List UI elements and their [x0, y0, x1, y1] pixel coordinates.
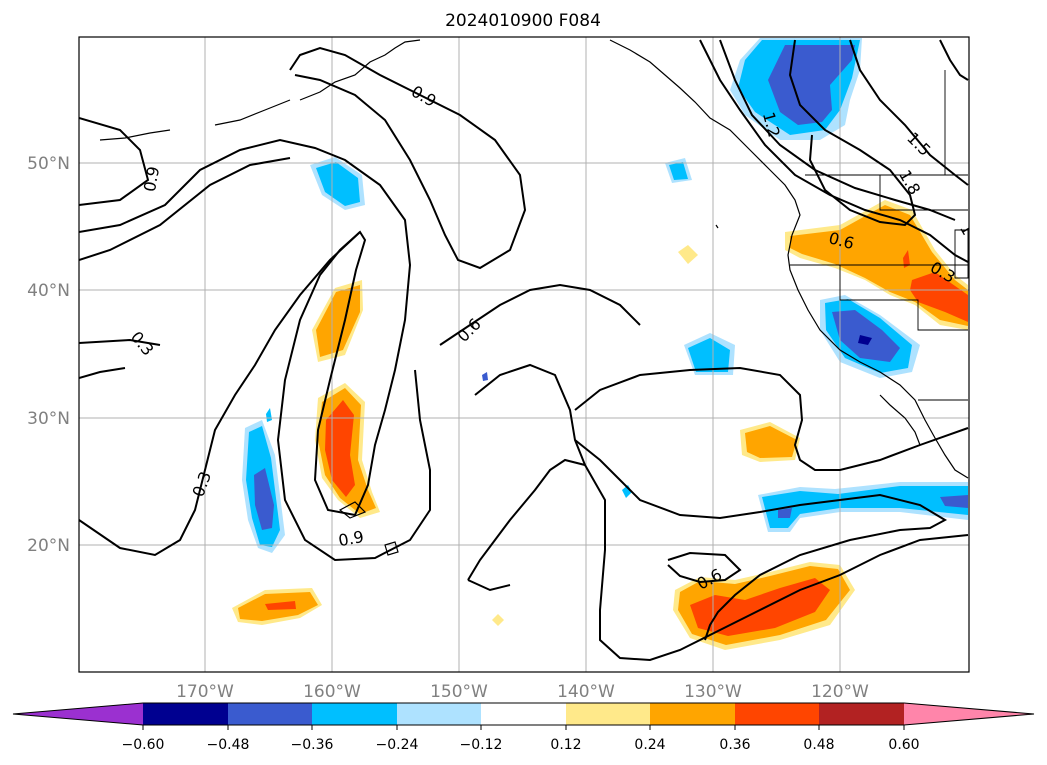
lon-label: 120°W [811, 682, 869, 702]
longitude-labels: 170°W 160°W 150°W 140°W 130°W 120°W [176, 682, 869, 702]
contour-label: 0.9 [140, 165, 163, 193]
lon-label: 140°W [557, 682, 615, 702]
colorbar-tick-label: 0.12 [550, 737, 581, 753]
colorbar-segment [228, 703, 312, 725]
coastlines [99, 39, 969, 556]
colorbar-tickmarks [142, 725, 905, 730]
colorbar-tick-label: −0.24 [376, 737, 419, 753]
colorbar-segment [650, 703, 735, 725]
lon-label: 160°W [303, 682, 361, 702]
colorbar-tick-label: 0.36 [719, 737, 750, 753]
lon-label: 170°W [176, 682, 234, 702]
colorbar-segment [312, 703, 397, 725]
positive-fields [238, 205, 968, 645]
lon-label: 130°W [684, 682, 742, 702]
lat-label: 20°N [27, 536, 70, 556]
colorbar-tick-label: 0.60 [888, 737, 919, 753]
lat-label: 30°N [27, 409, 70, 429]
colorbar-tick-label: 0.24 [634, 737, 665, 753]
map-title: 2024010900 F084 [445, 11, 601, 31]
colorbar-segment [735, 703, 819, 725]
colorbar-segment [819, 703, 904, 725]
contour-label: 0.9 [337, 527, 365, 550]
colorbar: −0.60 −0.48 −0.36 −0.24 −0.12 0.12 0.24 … [12, 702, 1035, 753]
political-borders [790, 70, 969, 401]
colorbar-tick-labels: −0.60 −0.48 −0.36 −0.24 −0.12 0.12 0.24 … [122, 737, 920, 753]
colorbar-tick-label: −0.48 [207, 737, 250, 753]
colorbar-segment [566, 703, 650, 725]
contours [79, 39, 969, 662]
colorbar-segment [481, 703, 566, 725]
map-area: 0.3 0.3 0.3 0.6 0.6 0.6 0.9 0.9 0.9 1.2 … [79, 37, 969, 672]
graticule [79, 37, 969, 672]
lon-label: 150°W [430, 682, 488, 702]
map-frame [78, 36, 970, 673]
colorbar-tick-label: 0.48 [803, 737, 834, 753]
lat-label: 40°N [27, 281, 70, 301]
colorbar-extend-low [13, 703, 143, 725]
colorbar-segment [143, 703, 228, 725]
colorbar-tick-label: −0.12 [460, 737, 503, 753]
colorbar-segment [397, 703, 481, 725]
negative-fields [246, 40, 968, 547]
colorbar-tick-label: −0.60 [122, 737, 165, 753]
latitude-labels: 50°N 40°N 30°N 20°N [27, 154, 70, 556]
lat-label: 50°N [27, 154, 70, 174]
colorbar-extend-high [904, 703, 1034, 725]
colorbar-tick-label: −0.36 [291, 737, 334, 753]
